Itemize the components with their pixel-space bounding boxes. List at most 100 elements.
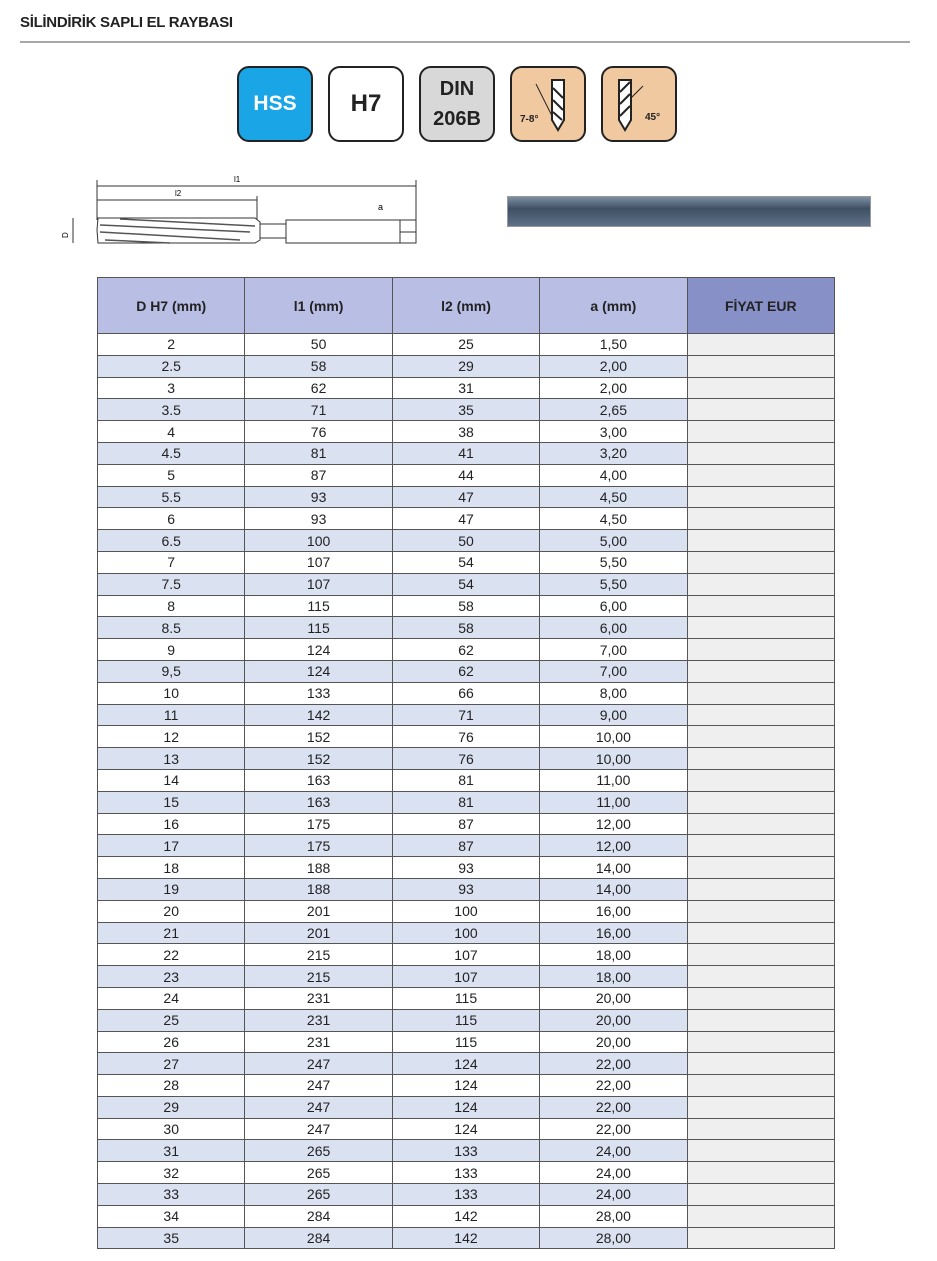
table-cell: 11 [96, 703, 246, 727]
table-cell: 3.5 [96, 398, 246, 422]
table-row: 2.5 58 29 2,00 [96, 354, 836, 378]
table-cell: 76 [391, 747, 541, 770]
table-cell: 6 [96, 507, 246, 531]
table-cell: 8.5 [96, 616, 246, 640]
d-label: D [61, 232, 70, 238]
table-cell: 81 [391, 790, 541, 814]
price-cell [686, 594, 836, 618]
table-cell: 33 [96, 1183, 246, 1206]
table-cell: 107 [244, 550, 393, 574]
feature-badges: HSS H7 DIN 206B 7-8° 45° [237, 66, 677, 142]
table-cell: 76 [244, 420, 393, 443]
price-cell [686, 986, 836, 1010]
table-row: 13 152 76 10,00 [96, 747, 836, 770]
table-cell: 201 [244, 921, 393, 945]
price-cell [686, 333, 836, 356]
table-cell: 7,00 [539, 659, 688, 683]
table-cell: 14,00 [539, 877, 688, 901]
table-cell: 21 [96, 921, 246, 945]
price-cell [686, 834, 836, 858]
table-cell: 58 [391, 616, 541, 640]
table-cell: 20,00 [539, 1030, 688, 1054]
price-cell [686, 1183, 836, 1206]
table-cell: 18 [96, 856, 246, 879]
table-cell: 4,50 [539, 485, 688, 509]
table-cell: 28 [96, 1074, 246, 1097]
table-row: 25 231 115 20,00 [96, 1008, 836, 1032]
table-cell: 19 [96, 877, 246, 901]
table-cell: 9,00 [539, 703, 688, 727]
table-cell: 54 [391, 550, 541, 574]
table-cell: 10,00 [539, 725, 688, 749]
table-cell: 62 [391, 638, 541, 661]
price-cell [686, 877, 836, 901]
table-cell: 284 [244, 1226, 393, 1250]
table-cell: 107 [391, 965, 541, 988]
price-cell [686, 681, 836, 705]
table-row: 28 247 124 22,00 [96, 1074, 836, 1097]
table-cell: 50 [391, 529, 541, 552]
table-row: 20 201 100 16,00 [96, 899, 836, 923]
table-cell: 9,5 [96, 659, 246, 683]
table-row: 7.5 107 54 5,50 [96, 572, 836, 596]
table-cell: 29 [391, 354, 541, 378]
table-cell: 17 [96, 834, 246, 858]
table-row: 34 284 142 28,00 [96, 1204, 836, 1228]
table-row: 33 265 133 24,00 [96, 1183, 836, 1206]
table-cell: 24,00 [539, 1183, 688, 1206]
table-cell: 247 [244, 1052, 393, 1076]
table-cell: 28,00 [539, 1204, 688, 1228]
table-row: 4 76 38 3,00 [96, 420, 836, 443]
table-cell: 8 [96, 594, 246, 618]
price-cell [686, 463, 836, 487]
price-cell [686, 768, 836, 792]
price-cell [686, 1161, 836, 1185]
table-row: 5 87 44 4,00 [96, 463, 836, 487]
table-cell: 2.5 [96, 354, 246, 378]
table-cell: 124 [391, 1074, 541, 1097]
table-cell: 115 [244, 616, 393, 640]
table-cell: 27 [96, 1052, 246, 1076]
price-cell [686, 1030, 836, 1054]
table-cell: 175 [244, 812, 393, 836]
table-cell: 4,00 [539, 463, 688, 487]
table-row: 6.5 100 50 5,00 [96, 529, 836, 552]
reamer-photo [507, 196, 871, 227]
table-cell: 47 [391, 507, 541, 531]
table-cell: 115 [244, 594, 393, 618]
table-cell: 81 [391, 768, 541, 792]
title-divider [20, 41, 910, 43]
table-cell: 188 [244, 877, 393, 901]
table-cell: 71 [391, 703, 541, 727]
table-cell: 12,00 [539, 834, 688, 858]
table-cell: 142 [244, 703, 393, 727]
table-cell: 142 [391, 1226, 541, 1250]
column-header: l2 (mm) [391, 277, 541, 334]
table-cell: 100 [391, 899, 541, 923]
table-cell: 115 [391, 986, 541, 1010]
table-cell: 163 [244, 790, 393, 814]
table-cell: 24,00 [539, 1139, 688, 1163]
price-cell [686, 398, 836, 422]
table-cell: 2,00 [539, 376, 688, 400]
table-cell: 10,00 [539, 747, 688, 770]
price-cell [686, 856, 836, 879]
price-cell [686, 1074, 836, 1097]
price-cell [686, 812, 836, 836]
table-cell: 66 [391, 681, 541, 705]
table-cell: 22 [96, 943, 246, 967]
price-cell [686, 899, 836, 923]
chamfer-angle-label: 45° [645, 112, 661, 123]
table-cell: 54 [391, 572, 541, 596]
page-title: SİLİNDİRİK SAPLI EL RAYBASI [20, 14, 233, 31]
table-row: 3.5 71 35 2,65 [96, 398, 836, 422]
table-cell: 25 [96, 1008, 246, 1032]
table-row: 27 247 124 22,00 [96, 1052, 836, 1076]
table-cell: 5.5 [96, 485, 246, 509]
table-cell: 5 [96, 463, 246, 487]
table-row: 7 107 54 5,50 [96, 550, 836, 574]
table-row: 21 201 100 16,00 [96, 921, 836, 945]
table-cell: 10 [96, 681, 246, 705]
table-cell: 13 [96, 747, 246, 770]
price-cell [686, 376, 836, 400]
